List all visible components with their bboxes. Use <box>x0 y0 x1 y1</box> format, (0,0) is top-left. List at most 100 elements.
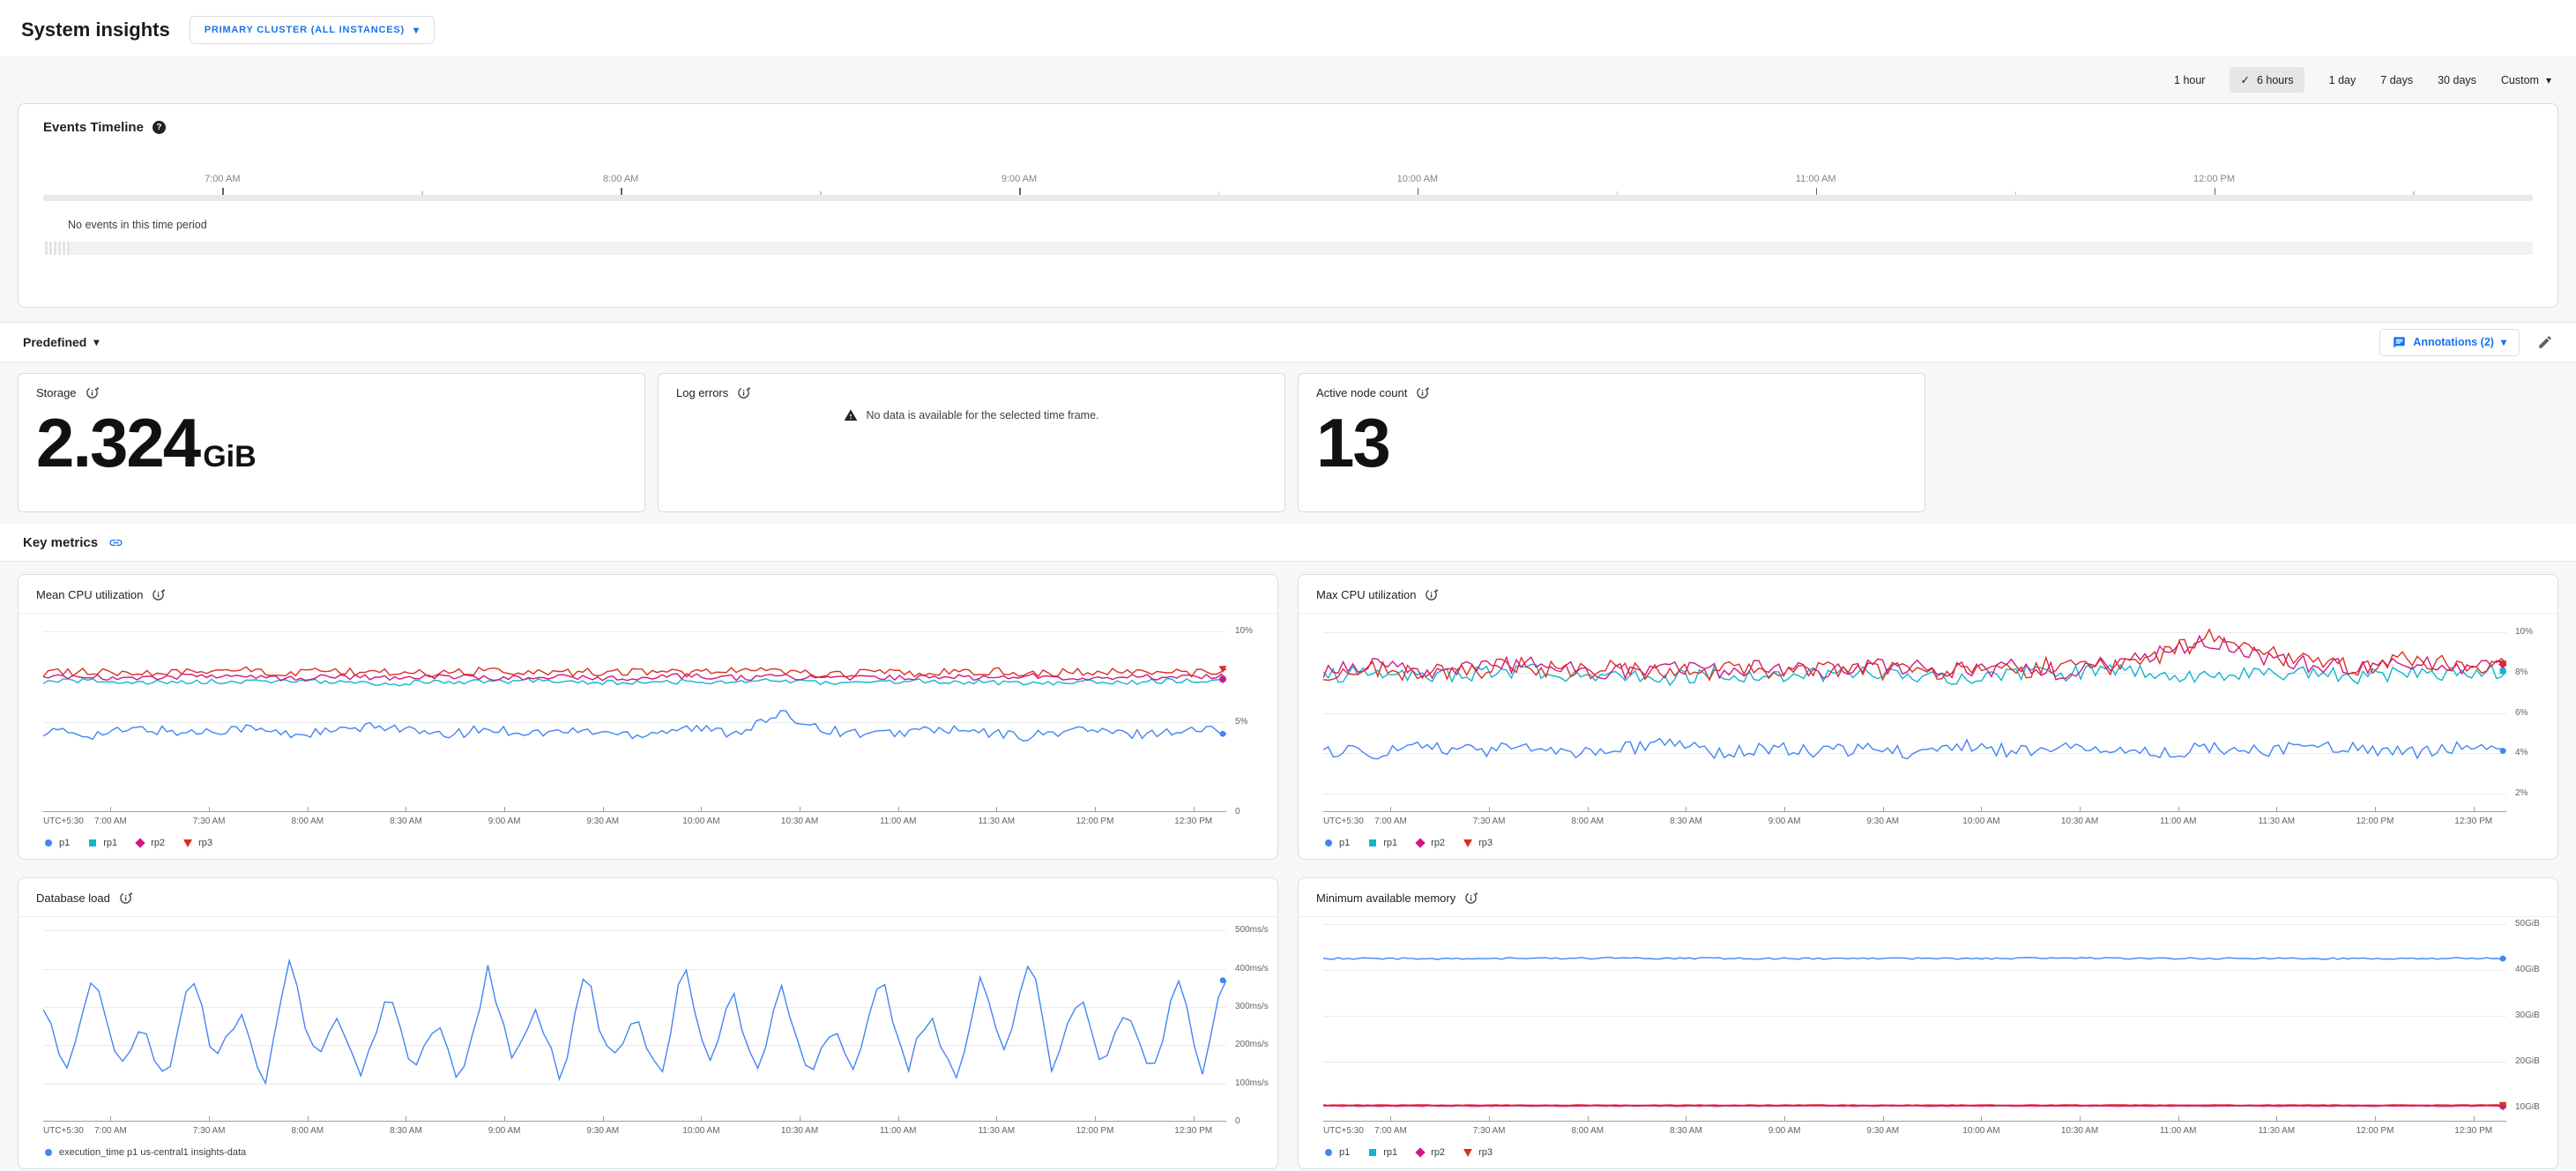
chevron-down-icon: ▾ <box>93 336 100 348</box>
x-axis-labels: UTC+5:30 7:00 AM 7:30 AM 8:00 AM 8:30 AM 9:00… <box>43 817 1226 829</box>
legend-item-rp3[interactable]: rp3 <box>1463 838 1493 848</box>
y-axis-label: 500ms/s <box>1235 925 1269 936</box>
chart-series-canvas <box>43 958 1226 1085</box>
cluster-selector-button[interactable]: PRIMARY CLUSTER (ALL INSTANCES) ▾ <box>189 16 435 44</box>
legend-item-rp3[interactable]: rp3 <box>182 838 212 848</box>
square-marker <box>2499 668 2506 675</box>
x-axis-label: 8:00 AM <box>291 1126 324 1136</box>
triangle-legend-icon <box>1463 1149 1473 1157</box>
legend-label: rp2 <box>1431 1147 1446 1158</box>
x-axis-label: 12:30 PM <box>1174 817 1213 826</box>
x-axis-label: 11:30 AM <box>978 817 1016 826</box>
legend-item-rp2[interactable]: rp2 <box>1415 838 1445 848</box>
x-axis-tick <box>1981 1116 1983 1121</box>
warning-icon <box>844 408 858 422</box>
timeline-hour-label: 12:00 PM <box>2193 174 2236 184</box>
chart-title: Mean CPU utilization <box>36 588 144 601</box>
circle-marker <box>2499 955 2506 962</box>
time-range-1-day[interactable]: 1 day <box>2328 73 2356 86</box>
x-axis-tick <box>307 1116 309 1121</box>
info-icon[interactable] <box>1425 588 1439 601</box>
gridline <box>1323 1062 2506 1063</box>
x-axis-tick <box>504 807 506 811</box>
square-marker <box>89 839 97 847</box>
legend-label: rp3 <box>1478 838 1493 848</box>
time-range-6-hours[interactable]: ✓ 6 hours <box>2230 67 2304 93</box>
info-icon[interactable] <box>1416 386 1430 399</box>
timezone-label: UTC+5:30 <box>43 817 84 826</box>
circle-marker <box>2499 748 2506 754</box>
triangle-marker <box>2498 1101 2506 1109</box>
time-range-custom[interactable]: Custom ▾ <box>2501 74 2551 86</box>
x-axis-tick <box>110 1116 112 1121</box>
x-axis-tick <box>1095 1116 1097 1121</box>
preset-dropdown[interactable]: Predefined ▾ <box>23 335 99 349</box>
check-icon: ✓ <box>2240 74 2250 86</box>
x-axis-label: 11:30 AM <box>978 1126 1016 1136</box>
legend-item-execution_time[interactable]: execution_time p1 us-central1 insights-d… <box>43 1147 246 1158</box>
info-icon[interactable] <box>152 588 166 601</box>
square-legend-icon <box>1369 839 1377 847</box>
timeline-ticks <box>43 188 2533 195</box>
chart-plot[interactable] <box>43 614 1226 812</box>
legend-item-p1[interactable]: p1 <box>1323 1147 1350 1158</box>
gridline <box>1323 969 2506 971</box>
y-axis-label: 20GiB <box>2515 1056 2540 1067</box>
summary-cards-row: Storage 2.324 GiB Log errors No data is … <box>0 362 2576 512</box>
annotations-button[interactable]: Annotations (2) ▾ <box>2379 328 2520 356</box>
info-icon[interactable] <box>1464 891 1478 905</box>
chart-plot[interactable] <box>1323 614 2506 812</box>
gridline <box>1323 672 2506 674</box>
x-axis-label: 10:00 AM <box>1962 817 2000 826</box>
log-errors-card: Log errors No data is available for the … <box>658 373 1285 512</box>
chart-legend: p1 rp1 rp2 rp3 <box>1323 1147 2506 1158</box>
circle-legend-icon <box>1325 1149 1332 1156</box>
x-axis-tick <box>701 1116 703 1121</box>
x-axis-label: 10:30 AM <box>2060 817 2099 826</box>
time-range-1-hour[interactable]: 1 hour <box>2174 73 2206 86</box>
series-line-execution_time <box>43 958 1226 1085</box>
chart-plot[interactable] <box>1323 917 2506 1122</box>
no-data-message: No data is available for the selected ti… <box>866 409 1099 421</box>
timeline-density-solid <box>70 242 2533 255</box>
x-axis-labels: UTC+5:30 7:00 AM 7:30 AM 8:00 AM 8:30 AM 9:00… <box>43 1126 1226 1138</box>
link-icon[interactable] <box>108 535 123 550</box>
page-title: System insights <box>21 19 170 41</box>
storage-value: 2.324 <box>36 404 201 481</box>
y-axis-label: 10GiB <box>2515 1102 2540 1113</box>
x-axis-tick <box>2080 807 2081 811</box>
timeline-track[interactable] <box>43 195 2533 201</box>
x-axis-tick <box>2375 1116 2377 1121</box>
legend-label: rp1 <box>1383 1147 1398 1158</box>
y-axis-label: 6% <box>2515 707 2528 718</box>
timezone-label: UTC+5:30 <box>1323 1126 1364 1136</box>
time-range-7-days[interactable]: 7 days <box>2380 73 2414 86</box>
time-range-30-days[interactable]: 30 days <box>2438 73 2476 86</box>
info-icon[interactable] <box>737 386 751 399</box>
legend-item-rp1[interactable]: rp1 <box>87 838 117 848</box>
info-icon[interactable] <box>119 891 132 905</box>
series-line-rp3 <box>1323 1104 2506 1107</box>
x-axis-label: 7:30 AM <box>192 1126 226 1136</box>
diamond-marker <box>135 838 145 848</box>
y-axis-label: 4% <box>2515 748 2528 758</box>
legend-item-rp2[interactable]: rp2 <box>1415 1147 1445 1158</box>
x-axis-label: 12:30 PM <box>2454 817 2493 826</box>
chart-plot[interactable] <box>43 917 1226 1122</box>
chevron-down-icon: ▾ <box>413 24 420 36</box>
legend-item-rp2[interactable]: rp2 <box>135 838 165 848</box>
circle-legend-icon <box>1325 839 1332 847</box>
help-icon[interactable]: ? <box>152 121 166 134</box>
legend-item-rp3[interactable]: rp3 <box>1463 1147 1493 1158</box>
info-icon[interactable] <box>86 386 99 399</box>
timeline-hour-labels: 7:00 AM 8:00 AM 9:00 AM 10:00 AM 11:00 A… <box>43 174 2533 186</box>
timeline-empty-message: No events in this time period <box>68 219 207 231</box>
legend-item-p1[interactable]: p1 <box>43 838 70 848</box>
legend-item-rp1[interactable]: rp1 <box>1367 838 1397 848</box>
edit-pencil-icon[interactable] <box>2537 334 2553 350</box>
x-axis-label: 7:00 AM <box>94 1126 127 1136</box>
legend-item-p1[interactable]: p1 <box>1323 838 1350 848</box>
x-axis-tick <box>1587 807 1589 811</box>
x-axis-tick <box>2375 807 2377 811</box>
legend-item-rp1[interactable]: rp1 <box>1367 1147 1397 1158</box>
